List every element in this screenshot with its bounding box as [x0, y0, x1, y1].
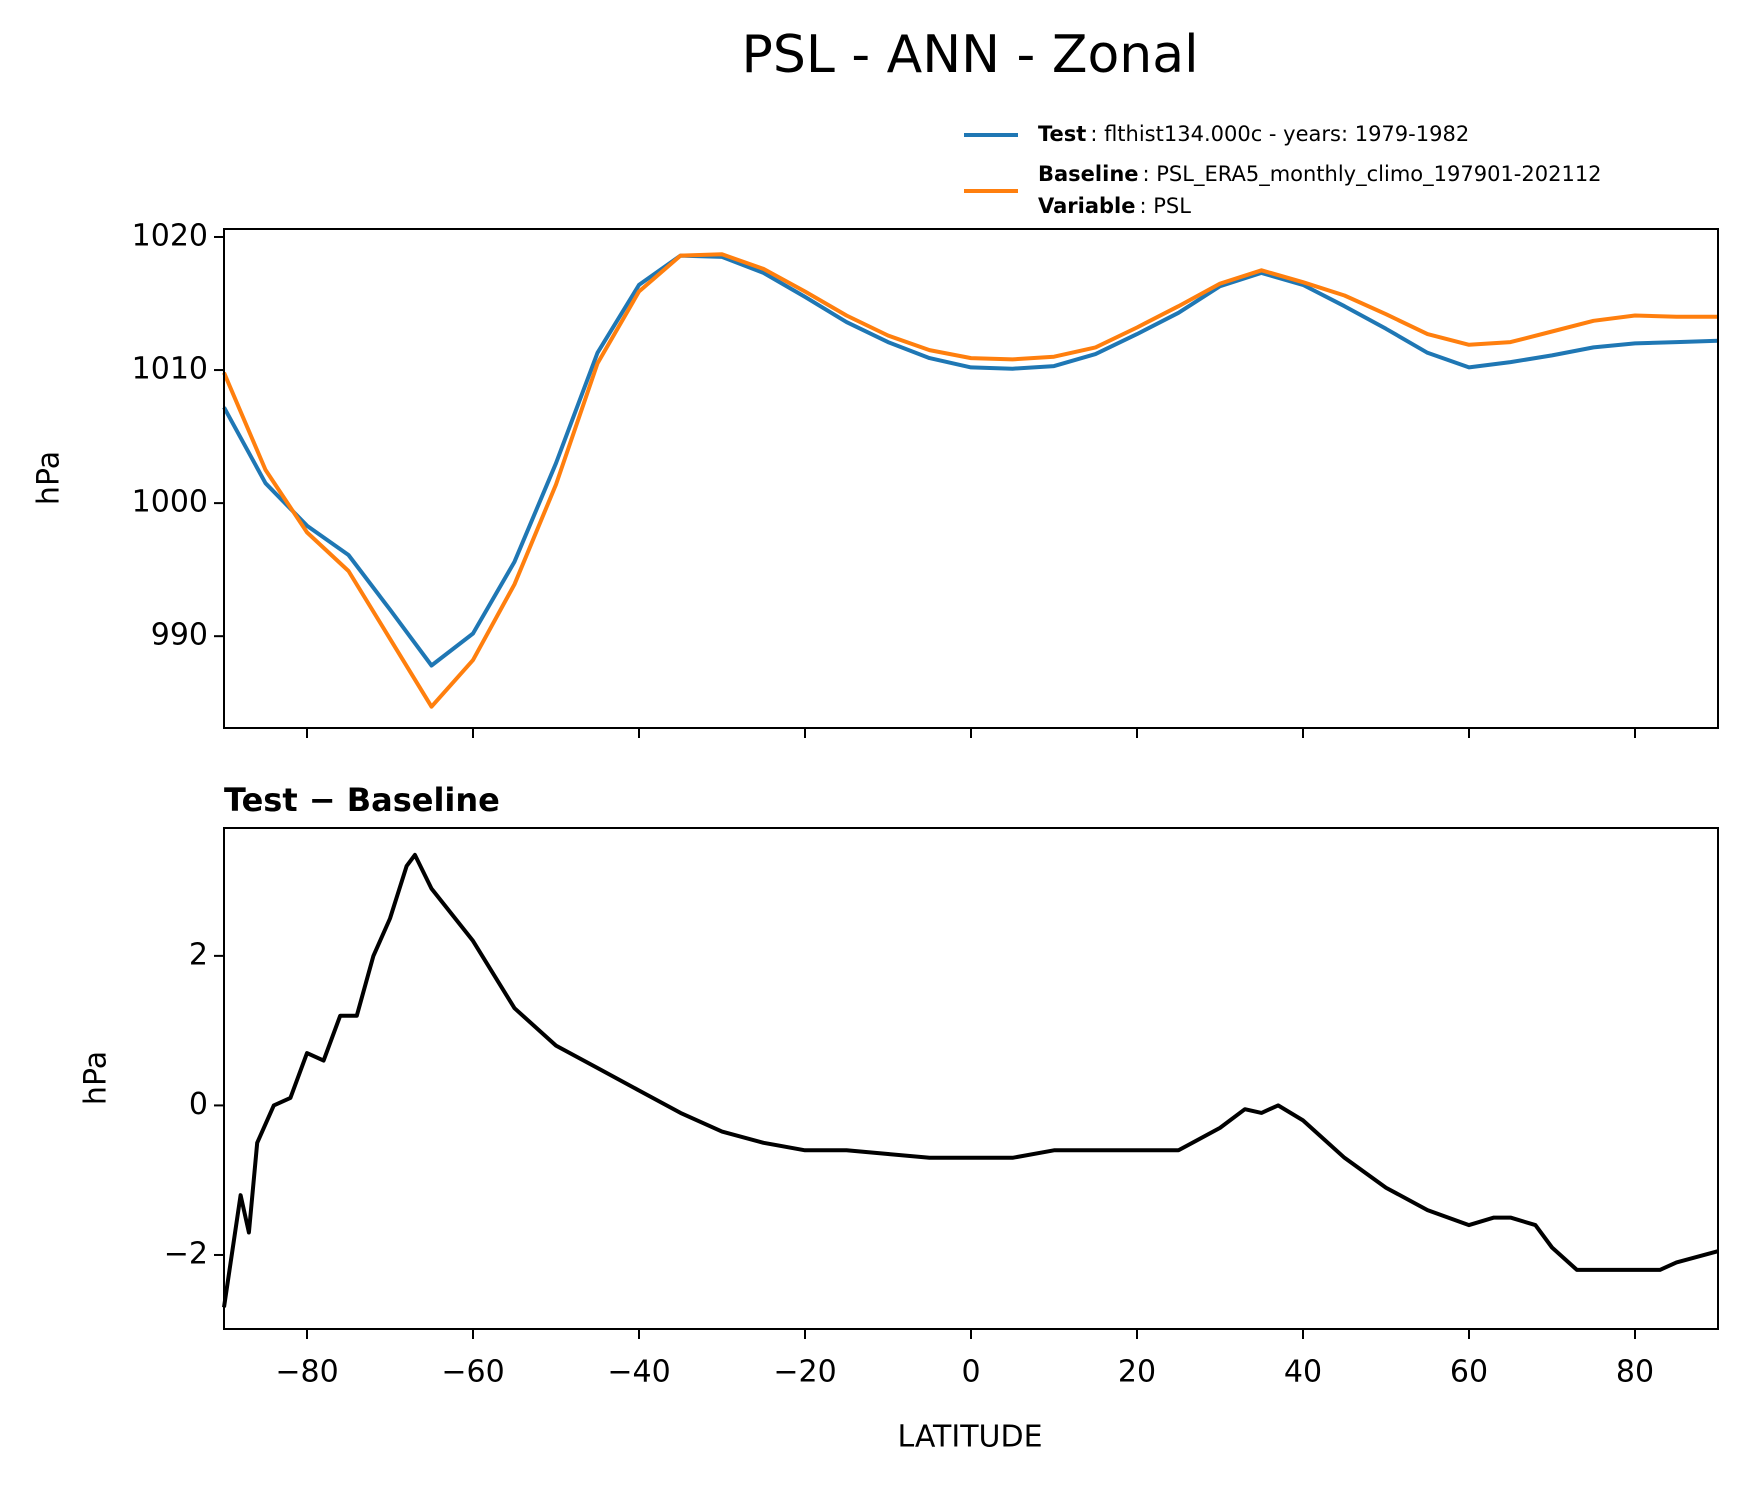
- x-tick-label: −80: [275, 1355, 338, 1390]
- y-tick-label: 1000: [132, 485, 208, 520]
- legend-label: Variable: PSL: [1038, 194, 1191, 218]
- axes-frame: [223, 827, 1719, 1330]
- x-tick-label: 20: [1118, 1355, 1156, 1390]
- subplot-title: Test − Baseline: [224, 781, 500, 819]
- y-tick-label: 990: [151, 618, 208, 653]
- legend-label: Baseline: PSL_ERA5_monthly_climo_197901-…: [1038, 162, 1602, 187]
- axes-frame: [223, 228, 1719, 729]
- x-tick-label: 40: [1284, 1355, 1322, 1390]
- y-tick-label: 1010: [132, 352, 208, 387]
- y-tick-label: 2: [189, 937, 208, 972]
- y-axis-label: hPa: [79, 1051, 114, 1105]
- legend-name: Test: [1038, 122, 1086, 146]
- legend-description: : PSL: [1139, 194, 1191, 218]
- x-tick-label: −20: [773, 1355, 836, 1390]
- legend-label: Test: flthist134.000c - years: 1979-1982: [1038, 122, 1469, 146]
- data-line: [222, 852, 1719, 1308]
- x-tick-label: 80: [1616, 1355, 1654, 1390]
- legend-description: : flthist134.000c - years: 1979-1982: [1090, 122, 1469, 146]
- legend-name: Variable: [1038, 194, 1135, 218]
- legend-name: Baseline: [1038, 162, 1139, 186]
- chart-title: PSL - ANN - Zonal: [741, 25, 1198, 85]
- x-axis-label: LATITUDE: [897, 1420, 1042, 1455]
- legend-description: : PSL_ERA5_monthly_climo_197901-202112: [1143, 162, 1602, 187]
- y-tick-label: 0: [189, 1087, 208, 1122]
- x-tick-label: 0: [961, 1355, 980, 1390]
- x-tick-label: 60: [1450, 1355, 1488, 1390]
- y-axis-label: hPa: [32, 451, 67, 505]
- x-tick-label: −40: [607, 1355, 670, 1390]
- data-line: [222, 253, 1719, 668]
- data-line: [222, 252, 1718, 709]
- x-tick-label: −60: [441, 1355, 504, 1390]
- y-tick-label: −2: [164, 1236, 208, 1271]
- y-tick-label: 1020: [132, 218, 208, 253]
